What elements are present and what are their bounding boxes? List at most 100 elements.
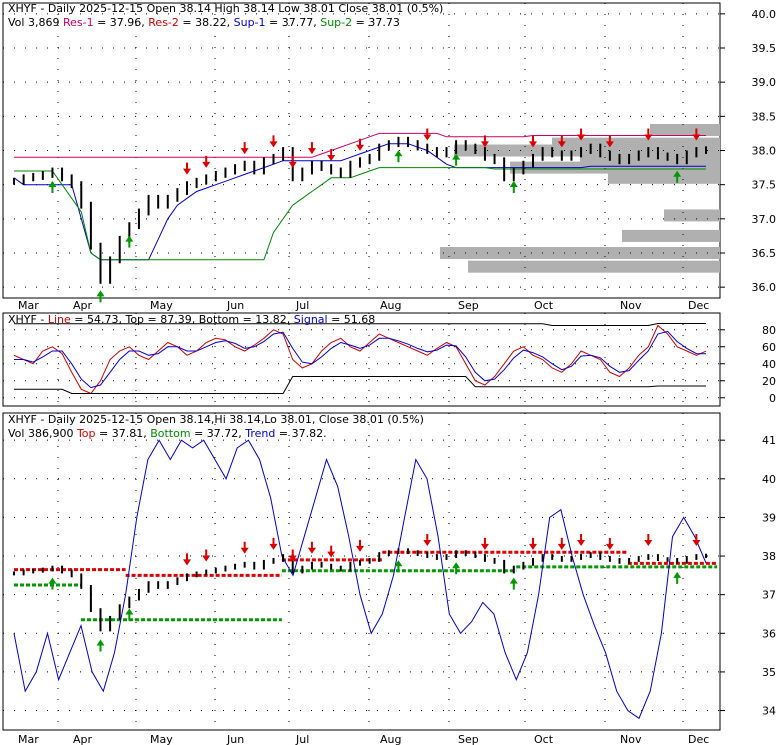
price-arrow-up-21 [673,170,682,183]
volume-profile-bar-6 [664,209,720,222]
trend-arrow-down-6 [269,537,278,550]
price-arrow-up-2 [125,235,134,248]
month-label-dec: Dec [688,299,709,312]
price-tick-label-1: 39.5 [752,42,777,55]
price-line-sup-2 [14,167,706,261]
oscillator-panel-frame [2,312,721,407]
trend-tick-label-4: 37 [762,589,776,602]
trend-month-label-jun: Jun [226,733,244,745]
trend-tick-label-7: 34 [762,705,776,718]
price-header-line2-part-7: Sup-2 [320,16,352,29]
oscillator-header-part-4: = 87.39, [144,313,199,326]
oscillator-y-axis: 80 60 40 20 0 [720,324,776,405]
price-tick-label-7: 36.5 [752,247,777,260]
trend-arrow-up-13 [452,562,461,575]
oscillator-header-part-5: Bottom [199,313,239,326]
trend-arrow-up-0 [48,577,57,590]
trend-month-label-sep: Sep [458,733,479,745]
trend-header-line1-part-0: XHYF - Daily 2025-12-15 Open 38.14,Hi 38… [8,413,424,426]
trend-arrow-down-9 [327,545,336,558]
price-arrow-down-7 [288,155,297,168]
trend-month-label-may: May [150,733,173,745]
price-arrow-down-3 [183,162,191,175]
price-arrow-up-1 [96,290,105,303]
trend-arrow-up-21 [673,571,682,584]
trend-tick-label-2: 39 [762,511,776,524]
price-header-line2-part-2: = 37.96, [94,16,149,29]
price-header-line2-part-6: = 37.77, [266,16,321,29]
trend-header-line1: XHYF - Daily 2025-12-15 Open 38.14,Hi 38… [8,413,424,426]
volume-profile-bar-5 [608,171,720,184]
oscillator-grid [3,313,720,406]
trend-header-line2: Vol 386,900 Top = 37.81, Bottom = 37.72,… [8,427,327,440]
price-header-line2-part-5: Sup-1 [234,16,266,29]
price-tick-label-2: 39.0 [752,76,777,89]
price-arrow-down-10 [356,138,364,151]
oscillator-header: XHYF - Line = 54.73, Top = 87.39, Bottom… [8,313,375,326]
trend-lines [13,439,707,720]
month-label-oct: Oct [534,299,554,312]
price-header-line2-part-4: = 38.22, [179,16,234,29]
month-label-mar: Mar [18,299,39,312]
trend-line [13,439,707,720]
trend-tick-label-3: 38 [762,550,776,563]
month-label-aug: Aug [380,299,401,312]
trend-arrow-down-14 [480,537,489,550]
volume-profile [440,124,720,273]
trend-panel: 41 40 39 38 37 36 35 34 Mar Apr May Jun Jul Aug Sep Oc… [2,412,776,745]
trend-month-label-dec: Dec [688,733,709,745]
price-header-line2-part-3: Res-2 [148,16,179,29]
price-arrow-down-16 [529,135,537,148]
trend-arrow-down-16 [529,537,537,550]
volume-profile-bar-9 [468,260,720,273]
volume-profile-bar-8 [440,247,720,259]
price-tick-label-0: 40.0 [752,8,777,21]
price-arrow-down-19 [605,135,614,148]
oscillator-panel: 80 60 40 20 0 XHYF - Line = 54.73, Top = 87.… [2,312,776,407]
trend-month-label-apr: Apr [73,733,93,745]
price-y-axis: 40.0 39.5 39.0 38.5 38.0 37.5 37.0 36.5 36.0 [720,8,776,294]
oscillator-line-top [14,323,706,326]
price-arrow-up-0 [48,181,57,193]
month-axis: Mar Apr May Jun Jul Aug Sep Oct Nov Dec [18,299,709,312]
trend-month-label-oct: Oct [534,733,554,745]
price-arrow-down-5 [240,142,249,155]
trend-arrow-up-2 [125,608,134,621]
month-label-jun: Jun [226,299,244,312]
price-header-line2-part-8: = 37.73 [352,16,400,29]
price-arrow-down-12 [423,128,432,141]
oscillator-line-signal [14,330,707,389]
trend-header-line2-part-3: Bottom [150,427,190,440]
trend-header-line2-part-1: Top [76,427,96,440]
trend-tick-label-6: 35 [762,666,776,679]
price-arrow-down-18 [577,128,586,141]
trend-arrow-down-22 [692,534,701,547]
price-header-line2-part-0: Vol 3,869 [8,16,63,29]
trend-arrow-down-4 [202,549,211,562]
price-arrow-down-9 [327,149,336,161]
trend-arrow-up-11 [394,560,403,573]
month-label-nov: Nov [620,299,642,312]
oscillator-header-part-8: = 51.68 [328,313,376,326]
trend-header-line2-part-4: = 37.72, [191,427,246,440]
oscillator-tick-label-2: 40 [762,358,776,371]
month-label-jul: Jul [295,299,309,312]
trend-tick-label-1: 40 [762,473,776,486]
trend-arrow-down-8 [307,541,316,554]
price-header-line1-part-0: XHYF - Daily 2025-12-15 Open 38.14 High … [8,2,443,15]
price-header-line1: XHYF - Daily 2025-12-15 Open 38.14 High … [8,2,443,15]
oscillator-tick-label-3: 20 [762,375,776,388]
trend-header-line2-part-2: = 37.81, [96,427,151,440]
oscillator-header-part-2: = 54.73, [71,313,126,326]
price-arrow-down-8 [307,142,316,155]
month-label-sep: Sep [458,299,479,312]
trend-month-label-nov: Nov [620,733,642,745]
trend-price-bars [13,548,707,632]
price-tick-label-8: 36.0 [752,281,777,294]
oscillator-lines [13,323,707,395]
volume-profile-bar-7 [622,229,720,242]
oscillator-header-part-1: Line [48,313,71,326]
price-signals [48,128,701,303]
price-header-line2: Vol 3,869 Res-1 = 37.96, Res-2 = 38.22, … [8,16,400,29]
